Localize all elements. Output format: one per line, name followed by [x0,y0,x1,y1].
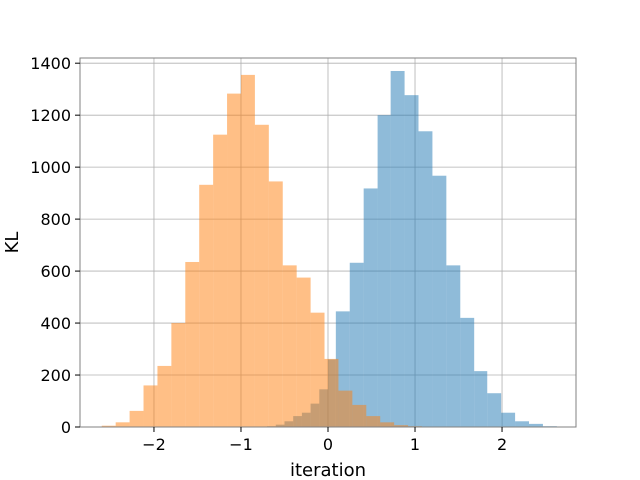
histogram-bar-series-2 [227,93,241,427]
x-tick-label: 2 [497,435,507,454]
histogram-bar-series-2 [352,404,367,427]
histogram-bar-series-1 [460,317,475,427]
histogram-bar-series-2 [129,410,144,427]
histogram-bar-series-2 [199,184,214,427]
histogram-bar-series-2 [254,124,269,427]
x-tick-label: −2 [142,435,166,454]
histogram-bar-series-2 [324,358,339,427]
histogram-bar-series-2 [115,422,130,427]
histogram-bar-series-1 [432,175,447,427]
histogram-bar-series-2 [157,365,172,427]
y-tick-label: 200 [40,366,71,385]
histogram-bar-series-2 [380,422,395,427]
ticks-layer: −2 −1 0 1 2 0 200 400 600 800 1000 1200 1400 [30,54,507,454]
y-axis-label: KL [2,232,23,254]
x-tick-label: −1 [229,435,253,454]
y-tick-label: 800 [40,210,71,229]
histogram-bar-series-2 [171,323,186,427]
histogram-bar-series-2 [185,261,200,427]
x-tick-label: 0 [323,435,333,454]
histogram-bar-series-2 [101,425,116,427]
histogram-bar-series-2 [240,74,255,428]
x-tick-label: 1 [410,435,420,454]
y-tick-label: 1000 [30,158,71,177]
y-tick-label: 1400 [30,54,71,73]
x-axis-label: iteration [290,460,366,480]
histogram-bar-series-1 [377,115,391,428]
y-tick-label: 1200 [30,106,71,125]
histogram-bar-series-2 [338,390,353,427]
histogram-bar-series-2 [143,385,158,427]
histogram-bar-series-1 [349,262,364,427]
histogram-bar-series-2 [394,425,409,427]
histogram-bar-series-1 [515,421,530,427]
histogram-bar-series-2 [310,312,325,427]
histogram-bar-series-1 [404,95,419,428]
histogram-bar-series-1 [474,371,488,427]
y-tick-label: 600 [40,262,71,281]
histogram-bar-series-1 [390,70,405,428]
histogram-bar-series-2 [213,134,228,427]
histogram-bar-series-2 [282,265,297,427]
bars-layer [101,70,557,428]
histogram-bar-series-1 [487,393,502,427]
histogram-bar-series-2 [268,181,283,427]
histogram-bar-series-1 [363,188,378,427]
histogram-bar-series-1 [529,423,543,427]
y-tick-label: 400 [40,314,71,333]
histogram-bar-series-1 [418,131,433,428]
histogram-bar-series-2 [296,277,311,427]
histogram-bar-series-1 [501,412,516,427]
histogram-bar-series-2 [366,416,381,427]
y-tick-label: 0 [61,418,71,437]
histogram-bar-series-1 [446,265,461,427]
